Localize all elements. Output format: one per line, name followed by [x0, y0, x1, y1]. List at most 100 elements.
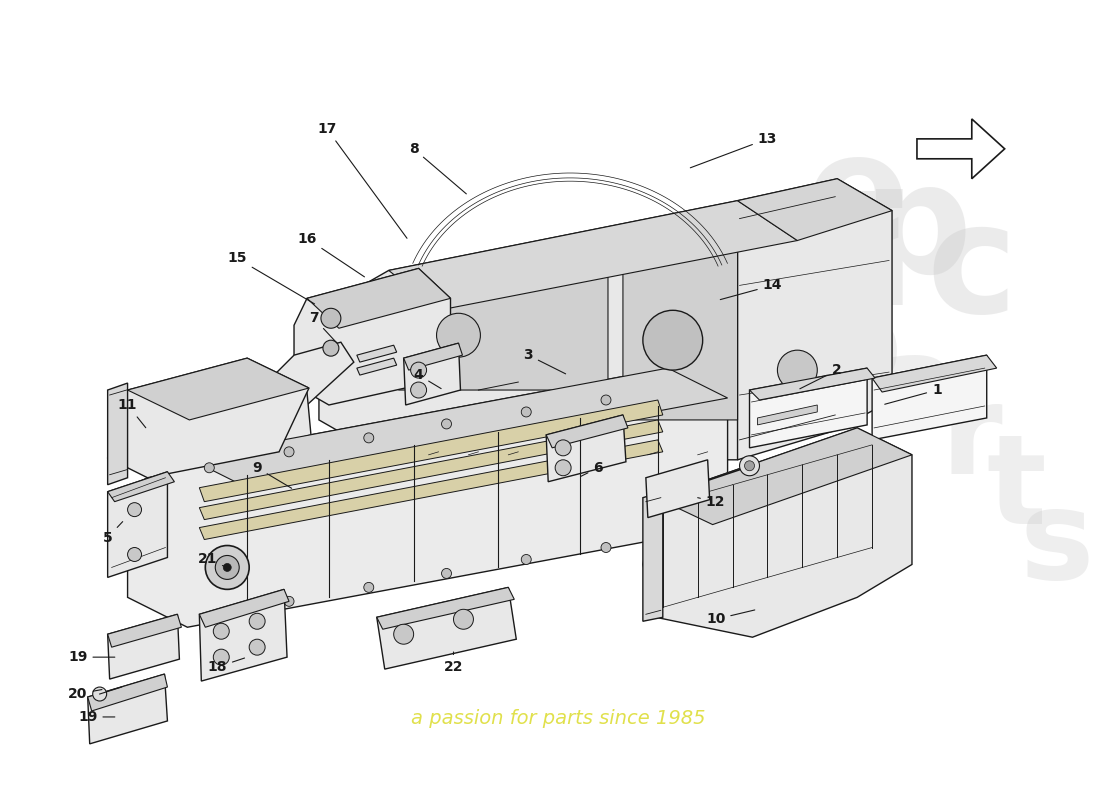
Text: 16: 16 [297, 231, 364, 277]
Text: 14: 14 [720, 278, 782, 299]
Circle shape [284, 447, 294, 457]
Circle shape [521, 407, 531, 417]
Polygon shape [307, 269, 451, 328]
Circle shape [250, 639, 265, 655]
Circle shape [284, 596, 294, 606]
Text: 8: 8 [409, 142, 466, 194]
Text: 7: 7 [309, 311, 337, 343]
Polygon shape [108, 472, 167, 578]
Polygon shape [319, 201, 798, 460]
Polygon shape [749, 368, 876, 400]
Polygon shape [294, 269, 451, 405]
Circle shape [739, 456, 759, 476]
Text: 13: 13 [691, 132, 777, 168]
Polygon shape [199, 420, 663, 520]
Polygon shape [356, 358, 397, 375]
Polygon shape [547, 415, 628, 448]
Circle shape [364, 582, 374, 592]
Circle shape [441, 419, 451, 429]
Polygon shape [199, 400, 663, 502]
Polygon shape [257, 342, 354, 415]
Circle shape [364, 433, 374, 443]
Text: 19: 19 [68, 650, 114, 664]
Polygon shape [199, 590, 289, 627]
Polygon shape [749, 368, 867, 448]
Text: 20: 20 [68, 687, 102, 701]
Text: 15: 15 [228, 251, 315, 304]
Polygon shape [872, 355, 997, 392]
Polygon shape [642, 492, 663, 622]
Polygon shape [199, 440, 663, 539]
Circle shape [437, 314, 481, 357]
Text: 2: 2 [800, 363, 843, 389]
Circle shape [601, 395, 610, 405]
Polygon shape [88, 674, 167, 711]
Circle shape [216, 555, 239, 579]
Circle shape [778, 350, 817, 390]
Text: 4: 4 [414, 368, 441, 389]
Text: 10: 10 [706, 610, 755, 626]
Circle shape [410, 382, 427, 398]
Polygon shape [108, 614, 182, 647]
Polygon shape [404, 255, 737, 294]
Text: e: e [805, 126, 909, 275]
Text: 18: 18 [208, 658, 244, 674]
Polygon shape [547, 415, 626, 482]
Circle shape [206, 546, 250, 590]
Polygon shape [108, 472, 175, 502]
Circle shape [92, 687, 107, 701]
Polygon shape [108, 383, 128, 485]
Circle shape [213, 623, 229, 639]
Text: p: p [862, 156, 971, 305]
Circle shape [205, 462, 214, 473]
Polygon shape [108, 614, 179, 679]
Polygon shape [758, 405, 817, 425]
Text: 6: 6 [581, 461, 603, 477]
Circle shape [601, 542, 610, 553]
Circle shape [521, 554, 531, 565]
Circle shape [642, 310, 703, 370]
Circle shape [323, 340, 339, 356]
Polygon shape [398, 241, 608, 390]
Circle shape [213, 649, 229, 665]
Circle shape [394, 624, 414, 644]
Polygon shape [388, 201, 798, 310]
Text: 17: 17 [317, 122, 407, 238]
Text: s: s [1020, 484, 1093, 605]
Polygon shape [199, 590, 287, 681]
Polygon shape [128, 358, 309, 420]
Circle shape [250, 614, 265, 630]
Circle shape [128, 547, 142, 562]
Circle shape [745, 461, 755, 470]
Polygon shape [377, 587, 516, 669]
Text: a: a [874, 330, 959, 450]
Text: p: p [813, 290, 902, 410]
Polygon shape [128, 368, 727, 627]
Polygon shape [108, 358, 309, 478]
Text: 1: 1 [884, 383, 942, 404]
Polygon shape [738, 178, 892, 241]
Polygon shape [404, 343, 462, 370]
Text: 19: 19 [78, 710, 114, 724]
Polygon shape [356, 345, 397, 362]
Polygon shape [642, 428, 912, 638]
Polygon shape [404, 343, 461, 405]
Text: 22: 22 [443, 652, 463, 674]
Text: a passion for parts since 1985: a passion for parts since 1985 [411, 710, 705, 729]
Text: r: r [940, 379, 1002, 500]
Polygon shape [88, 674, 167, 744]
Text: 3: 3 [524, 348, 565, 374]
Circle shape [205, 612, 214, 622]
Circle shape [321, 308, 341, 328]
Polygon shape [656, 428, 912, 525]
Text: 12: 12 [697, 494, 725, 509]
Text: 5: 5 [102, 522, 123, 545]
Polygon shape [872, 355, 987, 440]
Text: t: t [987, 430, 1046, 550]
Circle shape [128, 502, 142, 517]
Circle shape [556, 440, 571, 456]
Circle shape [441, 569, 451, 578]
Circle shape [410, 362, 427, 378]
Circle shape [556, 460, 571, 476]
Polygon shape [623, 216, 738, 420]
